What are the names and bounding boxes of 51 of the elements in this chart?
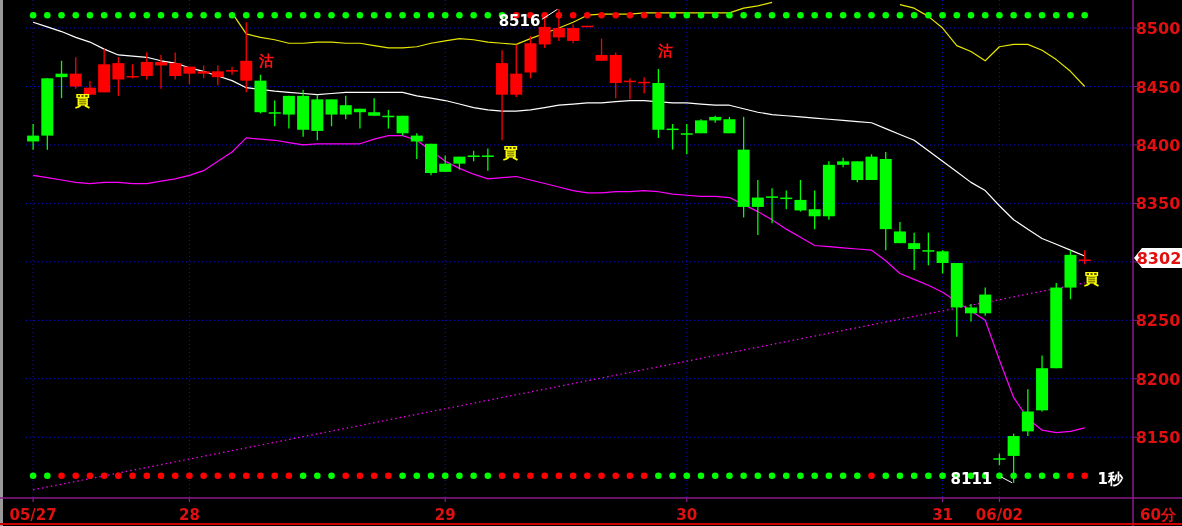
candlestick bbox=[169, 51, 182, 81]
y-tick-label: 8200 bbox=[1135, 369, 1181, 389]
annotation: 沽 bbox=[257, 52, 274, 70]
candlestick bbox=[140, 51, 153, 81]
candlestick bbox=[226, 65, 239, 76]
candlestick bbox=[282, 95, 295, 130]
x-tick-label: 05/27 bbox=[9, 506, 57, 524]
price-flag: 8302 bbox=[1134, 248, 1182, 268]
candlestick bbox=[808, 189, 821, 230]
candlestick bbox=[865, 153, 878, 181]
x-tick-label: 30 bbox=[676, 506, 698, 524]
candlestick bbox=[965, 303, 977, 323]
y-tick-label: 8450 bbox=[1135, 77, 1181, 97]
annotation: 沽 bbox=[656, 42, 673, 60]
y-tick-label: 8150 bbox=[1135, 428, 1181, 448]
annotation: 買 bbox=[502, 144, 519, 162]
candlestick bbox=[922, 231, 935, 267]
candlestick bbox=[680, 123, 693, 155]
candlestick bbox=[112, 56, 125, 97]
candlestick bbox=[510, 43, 523, 98]
candlestick bbox=[481, 147, 494, 172]
candlestick bbox=[979, 286, 992, 317]
candlestick bbox=[794, 179, 807, 213]
annotation: 買 bbox=[1083, 270, 1100, 288]
y-tick-label: 8350 bbox=[1135, 194, 1181, 214]
candlestick bbox=[69, 56, 82, 90]
text: 1秒 bbox=[1097, 470, 1124, 488]
x-tick-label: 28 bbox=[178, 506, 200, 524]
annotation: 買 bbox=[73, 92, 90, 110]
candlestick bbox=[567, 23, 580, 44]
candlestick bbox=[1021, 388, 1034, 437]
x-tick-label: 06/02 bbox=[975, 506, 1024, 524]
annotation: 8516 bbox=[498, 12, 541, 31]
candlestick bbox=[595, 37, 608, 62]
candlestick bbox=[268, 99, 281, 127]
candlestick bbox=[211, 64, 224, 86]
x-tick-label: 29 bbox=[434, 506, 456, 524]
candlestick bbox=[851, 160, 864, 184]
x-tick-label: 31 bbox=[932, 506, 954, 524]
candlestick bbox=[908, 231, 921, 271]
annotation: 8111 bbox=[950, 469, 993, 488]
y-tick-label: 8250 bbox=[1135, 311, 1181, 331]
y-tick-label: 8500 bbox=[1135, 19, 1181, 39]
x-axis-title: 60分 bbox=[1140, 506, 1177, 524]
candlestick bbox=[766, 187, 779, 224]
candlestick bbox=[325, 98, 338, 127]
y-tick-label: 8400 bbox=[1135, 135, 1181, 155]
candlestick bbox=[751, 179, 764, 236]
candlestick bbox=[240, 21, 253, 93]
candlestick bbox=[936, 249, 949, 275]
candlestick bbox=[339, 95, 352, 120]
